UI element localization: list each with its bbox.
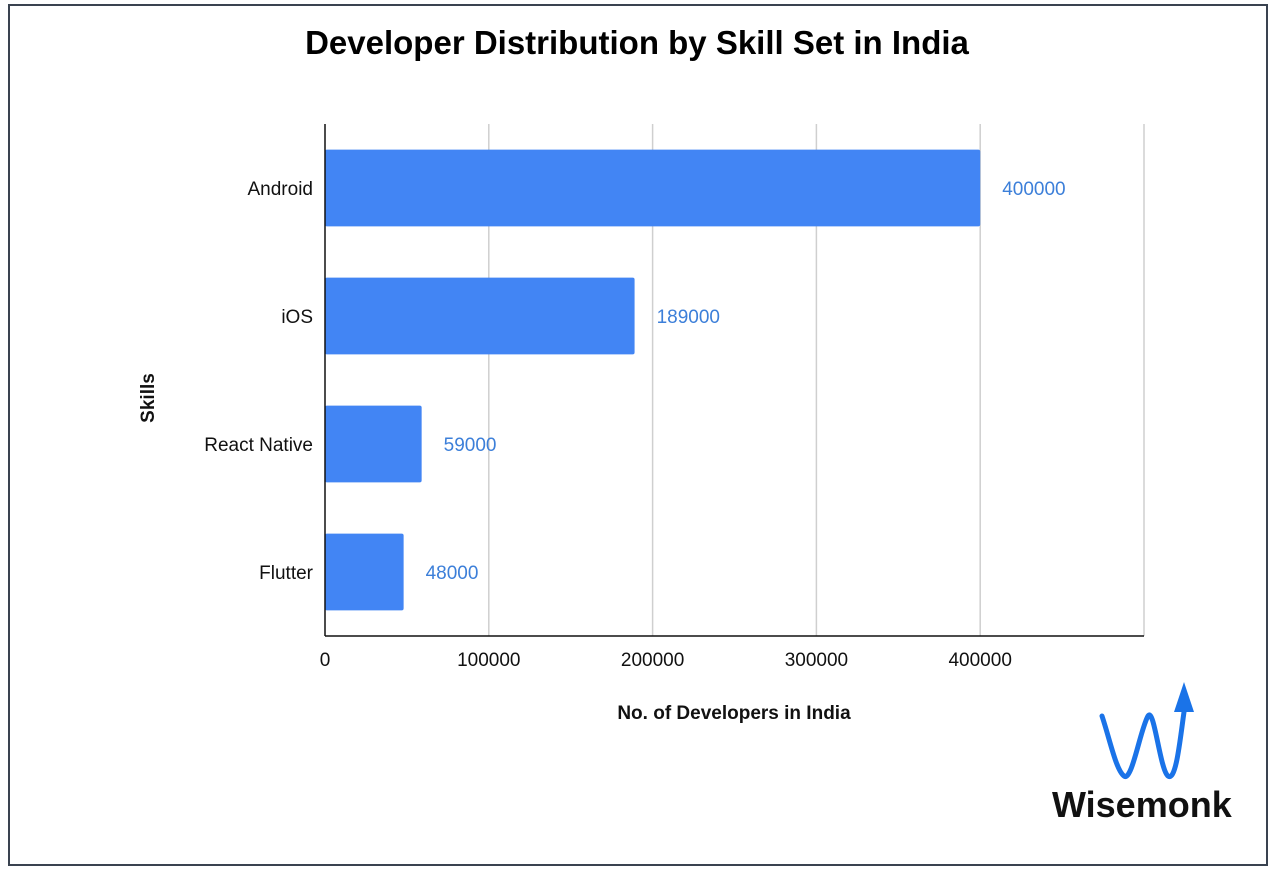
y-category-label: React Native xyxy=(204,435,313,456)
y-category-label: iOS xyxy=(281,307,313,328)
chart-title: Developer Distribution by Skill Set in I… xyxy=(305,24,969,61)
bar xyxy=(325,533,404,611)
bar xyxy=(325,277,635,355)
x-axis-title: No. of Developers in India xyxy=(617,703,851,724)
x-tick-label: 300000 xyxy=(785,650,848,671)
y-axis-title: Skills xyxy=(138,373,159,423)
y-category-label: Flutter xyxy=(259,563,314,584)
y-category-label: Android xyxy=(248,179,314,200)
bar-value-label: 48000 xyxy=(426,563,479,584)
x-tick-label: 400000 xyxy=(948,650,1011,671)
wisemonk-logo-icon xyxy=(1099,682,1194,779)
bar xyxy=(325,149,981,227)
bar xyxy=(325,405,422,483)
x-tick-label: 100000 xyxy=(457,650,520,671)
bar-value-label: 189000 xyxy=(657,307,720,328)
logo-text: Wisemonk xyxy=(1052,784,1232,825)
bar-value-label: 59000 xyxy=(444,435,497,456)
x-tick-label: 0 xyxy=(320,650,331,671)
chart-frame xyxy=(8,4,1268,866)
x-tick-label: 200000 xyxy=(621,650,684,671)
bar-value-label: 400000 xyxy=(1002,179,1065,200)
